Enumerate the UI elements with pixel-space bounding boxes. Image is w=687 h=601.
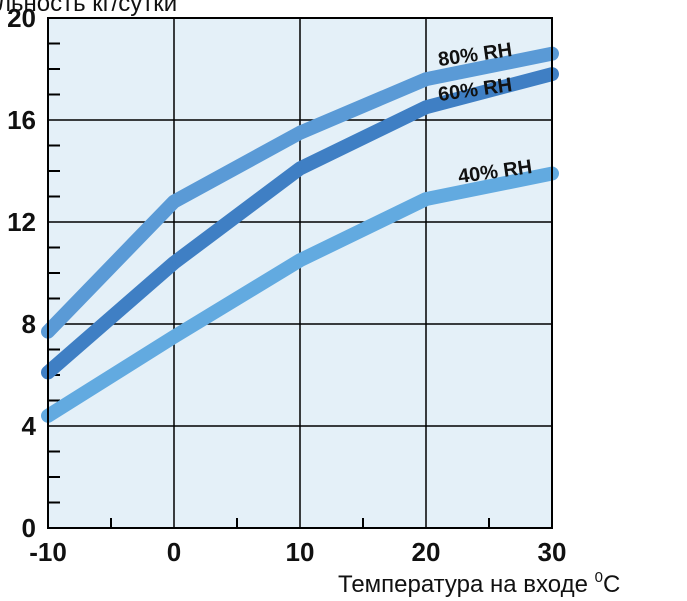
minor-ticks: [48, 42, 490, 528]
data-point: [172, 334, 176, 339]
y-tick-label: 16: [7, 105, 36, 135]
x-tick-label: 20: [412, 537, 441, 567]
y-tick-label: 8: [22, 309, 36, 339]
data-point: [424, 197, 428, 202]
y-tick-label: 4: [22, 411, 37, 441]
y-tick-labels: 0 4 8 12 16 20: [7, 3, 36, 543]
y-tick-label: 20: [7, 3, 36, 33]
series-lines: [41, 46, 559, 423]
data-point: [298, 130, 302, 135]
x-tick-labels: -10 0 10 20 30: [29, 537, 566, 567]
data-point: [298, 166, 302, 171]
data-point: [298, 258, 302, 263]
x-tick-label: 10: [286, 537, 315, 567]
data-point: [424, 105, 428, 110]
data-point: [424, 77, 428, 82]
y-tick-label: 12: [7, 207, 36, 237]
data-point: [172, 199, 176, 204]
y-axis-label: льность кг/сутки: [0, 0, 177, 17]
x-axis-label: Температура на входе 0C: [338, 569, 620, 598]
x-tick-label: 30: [538, 537, 567, 567]
data-point: [172, 260, 176, 265]
x-tick-label: 0: [167, 537, 181, 567]
y-tick-label: 0: [22, 513, 36, 543]
x-tick-label: -10: [29, 537, 67, 567]
plot-frame: [47, 17, 553, 529]
